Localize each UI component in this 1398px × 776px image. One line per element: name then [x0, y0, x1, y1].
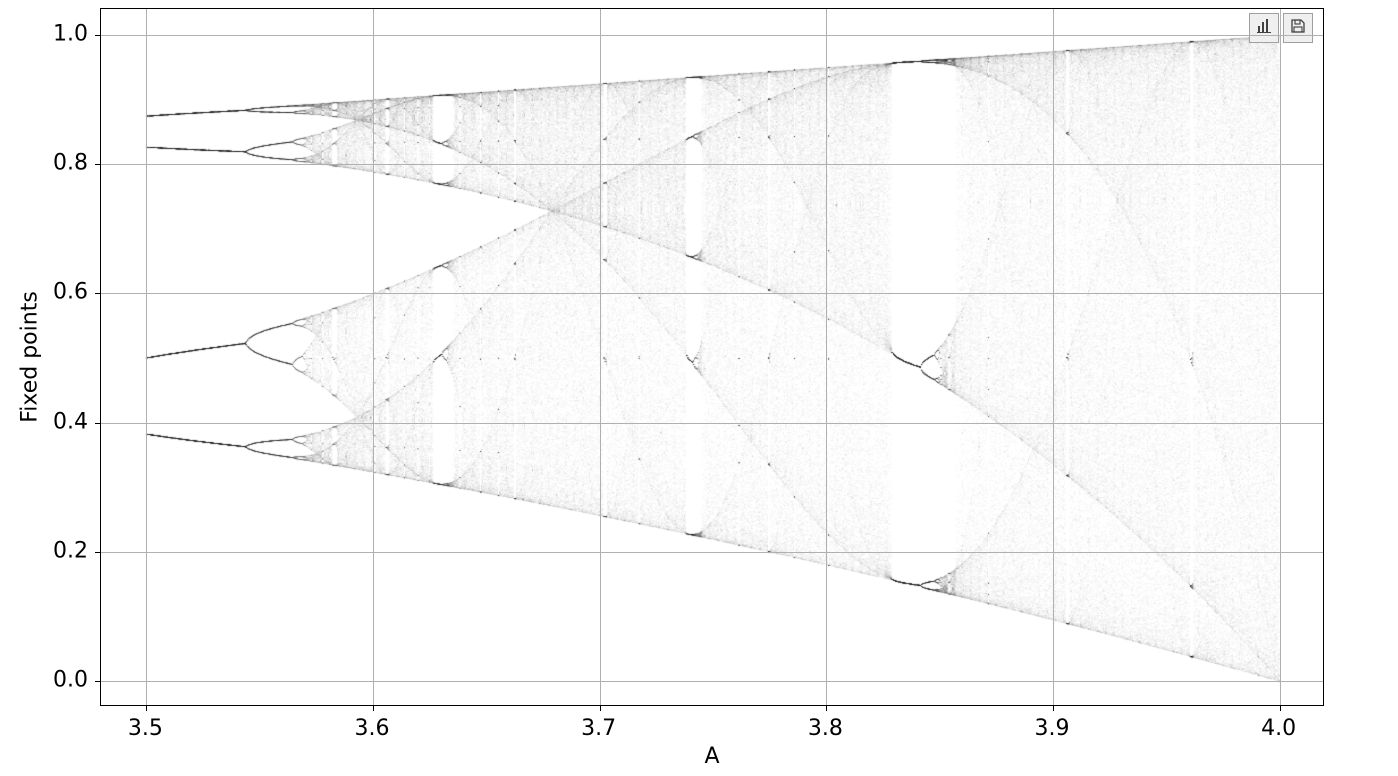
x-tick-label: 3.9	[1035, 716, 1070, 741]
x-tick-label: 4.0	[1261, 716, 1296, 741]
x-tick-mark	[826, 705, 827, 711]
figure: A Fixed points 3.5 3.6 3.7 3.8 3.9 4.0 0.0 0.2 0…	[0, 0, 1398, 776]
plot-area	[100, 8, 1324, 706]
x-tick-mark	[1280, 705, 1281, 711]
y-tick-mark	[95, 293, 101, 294]
grid-line-vertical	[146, 9, 147, 705]
save-button[interactable]	[1283, 13, 1313, 43]
y-tick-label: 0.0	[53, 668, 88, 693]
grid-line-horizontal	[101, 35, 1323, 36]
x-tick-label: 3.8	[808, 716, 843, 741]
grid-line-horizontal	[101, 423, 1323, 424]
y-tick-mark	[95, 164, 101, 165]
x-tick-mark	[146, 705, 147, 711]
y-tick-label: 0.2	[53, 538, 88, 563]
plot-options-button[interactable]	[1249, 13, 1279, 43]
y-tick-label: 1.0	[53, 21, 88, 46]
bifurcation-scatter	[101, 9, 1325, 707]
y-tick-label: 0.4	[53, 409, 88, 434]
y-tick-mark	[95, 552, 101, 553]
grid-line-vertical	[1280, 9, 1281, 705]
grid-line-vertical	[1053, 9, 1054, 705]
x-tick-mark	[1053, 705, 1054, 711]
x-axis-label: A	[704, 744, 719, 769]
grid-line-vertical	[826, 9, 827, 705]
x-tick-mark	[373, 705, 374, 711]
x-tick-mark	[600, 705, 601, 711]
y-tick-mark	[95, 423, 101, 424]
y-tick-label: 0.8	[53, 151, 88, 176]
grid-line-horizontal	[101, 293, 1323, 294]
x-tick-label: 3.6	[355, 716, 390, 741]
y-tick-mark	[95, 681, 101, 682]
y-axis-label: Fixed points	[18, 291, 43, 423]
x-tick-label: 3.7	[581, 716, 616, 741]
grid-line-horizontal	[101, 681, 1323, 682]
grid-line-vertical	[600, 9, 601, 705]
grid-line-horizontal	[101, 552, 1323, 553]
y-tick-label: 0.6	[53, 280, 88, 305]
plot-toolbar	[1249, 13, 1313, 43]
x-tick-label: 3.5	[128, 716, 163, 741]
grid-line-vertical	[373, 9, 374, 705]
grid-line-horizontal	[101, 164, 1323, 165]
y-tick-mark	[95, 35, 101, 36]
